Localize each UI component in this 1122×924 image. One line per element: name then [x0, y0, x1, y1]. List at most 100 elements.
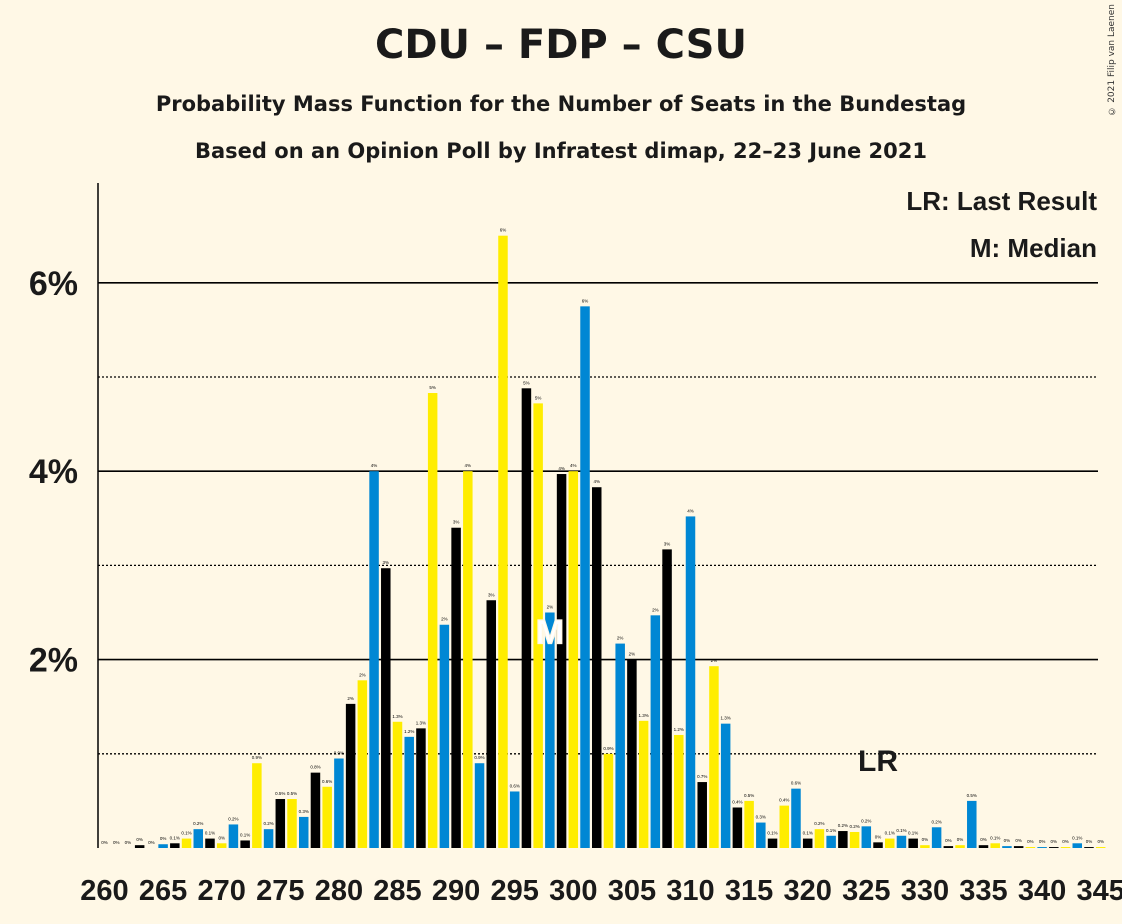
data-label-seat-275: 0.5% [275, 791, 285, 796]
data-label-seat-273: 0.9% [252, 755, 262, 760]
data-label-seat-339: 0% [1027, 839, 1034, 844]
bar-seat-317 [767, 838, 778, 848]
bar-seat-263 [134, 845, 145, 848]
data-label-seat-345: 0% [1097, 839, 1104, 844]
chart-subtitle-2: Based on an Opinion Poll by Infratest di… [195, 139, 927, 163]
data-label-seat-311: 0.7% [697, 774, 707, 779]
bar-seat-328 [896, 835, 907, 848]
data-label-seat-340: 0% [1039, 839, 1046, 844]
data-label-seat-319: 0.6% [791, 781, 801, 786]
x-tick-label: 340 [1018, 875, 1066, 907]
data-label-seat-323: 0.2% [838, 823, 848, 828]
data-label-seat-289: 2% [441, 617, 448, 622]
data-label-seat-265: 0% [160, 836, 167, 841]
bar-seat-287 [416, 728, 426, 848]
bar-seat-337 [1002, 846, 1012, 848]
bar-seat-274 [263, 829, 274, 848]
data-label-seat-260: 0% [101, 840, 108, 845]
bar-seat-314 [732, 807, 743, 848]
bar-seat-268 [193, 829, 204, 848]
data-label-seat-343: 0.1% [1072, 835, 1082, 840]
bar-seat-297 [533, 403, 543, 848]
data-label-seat-271: 0.2% [228, 816, 238, 821]
data-label-seat-313: 1.3% [721, 716, 731, 721]
bar-seat-292 [474, 763, 485, 848]
data-label-seat-274: 0.2% [263, 821, 273, 826]
bar-seat-290 [451, 527, 461, 848]
median-marker: M [536, 614, 564, 652]
data-label-seat-296: 5% [523, 380, 530, 385]
bar-seat-339 [1025, 847, 1036, 848]
data-label-seat-277: 0.3% [299, 809, 309, 814]
data-label-seat-287: 1.3% [416, 720, 426, 725]
bar-seat-298 [545, 612, 555, 848]
data-label-seat-301: 6% [582, 298, 589, 303]
data-label-seat-299: 4% [558, 466, 565, 471]
data-label-seat-295: 0.6% [510, 783, 520, 788]
data-label-seat-334: 0.5% [967, 793, 977, 798]
bar-seat-266 [170, 843, 180, 848]
data-label-seat-338: 0% [1015, 838, 1022, 843]
x-tick-label: 275 [256, 875, 304, 907]
data-label-seat-286: 1.2% [404, 729, 414, 734]
bar-seat-324 [849, 831, 860, 848]
bar-seat-269 [205, 838, 215, 848]
bar-seat-307 [650, 615, 661, 848]
data-label-seat-322: 0.1% [826, 828, 836, 833]
bar-seat-318 [779, 805, 790, 848]
bar-seat-334 [967, 800, 977, 848]
data-label-seat-315: 0.5% [744, 793, 754, 798]
bar-seat-273 [252, 763, 262, 848]
data-label-seat-300: 4% [570, 463, 577, 468]
bar-seat-305 [627, 659, 637, 848]
data-label-seat-302: 4% [593, 479, 600, 484]
bar-seat-289 [439, 624, 450, 848]
data-label-seat-268: 0.2% [193, 821, 203, 826]
data-label-seat-304: 2% [617, 636, 624, 641]
data-label-seat-333: 0% [957, 837, 964, 842]
data-label-seat-331: 0.2% [931, 819, 941, 824]
bar-seat-320 [802, 838, 813, 848]
data-label-seat-263: 0% [136, 837, 143, 842]
bar-seat-327 [884, 838, 895, 848]
bar-seat-280 [334, 758, 344, 848]
bar-seat-309 [674, 734, 684, 848]
bar-seat-299 [556, 474, 567, 848]
x-tick-label: 310 [666, 875, 714, 907]
x-tick-label: 335 [959, 875, 1007, 907]
bar-seat-308 [662, 549, 672, 848]
x-tick-label: 280 [315, 875, 363, 907]
data-label-seat-324: 0.2% [849, 824, 859, 829]
last-result-marker: LR [858, 745, 898, 778]
bar-seat-285 [392, 721, 403, 848]
bar-seat-312 [709, 666, 719, 848]
data-label-seat-298: 2% [547, 605, 554, 610]
data-label-seat-317: 0.1% [767, 831, 777, 836]
bar-seat-322 [826, 835, 836, 848]
bar-seat-271 [228, 824, 239, 848]
bar-seat-338 [1013, 846, 1024, 848]
chart-title: CDU – FDP – CSU [375, 22, 747, 68]
data-label-seat-341: 0% [1051, 839, 1058, 844]
bar-seat-279 [322, 786, 332, 848]
data-label-seat-305: 2% [629, 652, 636, 657]
bar-seat-313 [720, 723, 731, 848]
bar-seat-276 [287, 799, 297, 848]
bar-seat-272 [240, 840, 250, 848]
data-label-seat-329: 0.1% [908, 831, 918, 836]
x-tick-label: 300 [549, 875, 597, 907]
axes: 2% 4% 6% 260 265 270 275 280 285 290 295 300 305 310 3… [29, 183, 1122, 907]
data-label-seat-291: 4% [465, 463, 472, 468]
chart-subtitle: Probability Mass Function for the Number… [155, 92, 967, 116]
bar-seat-319 [791, 788, 801, 848]
data-label-seat-264: 0% [148, 840, 155, 845]
x-tick-label: 330 [901, 875, 949, 907]
data-label-seat-262: 0% [125, 840, 132, 845]
data-label-seat-332: 0% [945, 838, 952, 843]
data-label-seat-310: 4% [687, 508, 694, 513]
bar-seat-275 [275, 799, 286, 848]
data-label-seat-335: 0% [980, 837, 987, 842]
bar-seat-288 [427, 393, 438, 848]
bar-seat-340 [1037, 847, 1047, 848]
